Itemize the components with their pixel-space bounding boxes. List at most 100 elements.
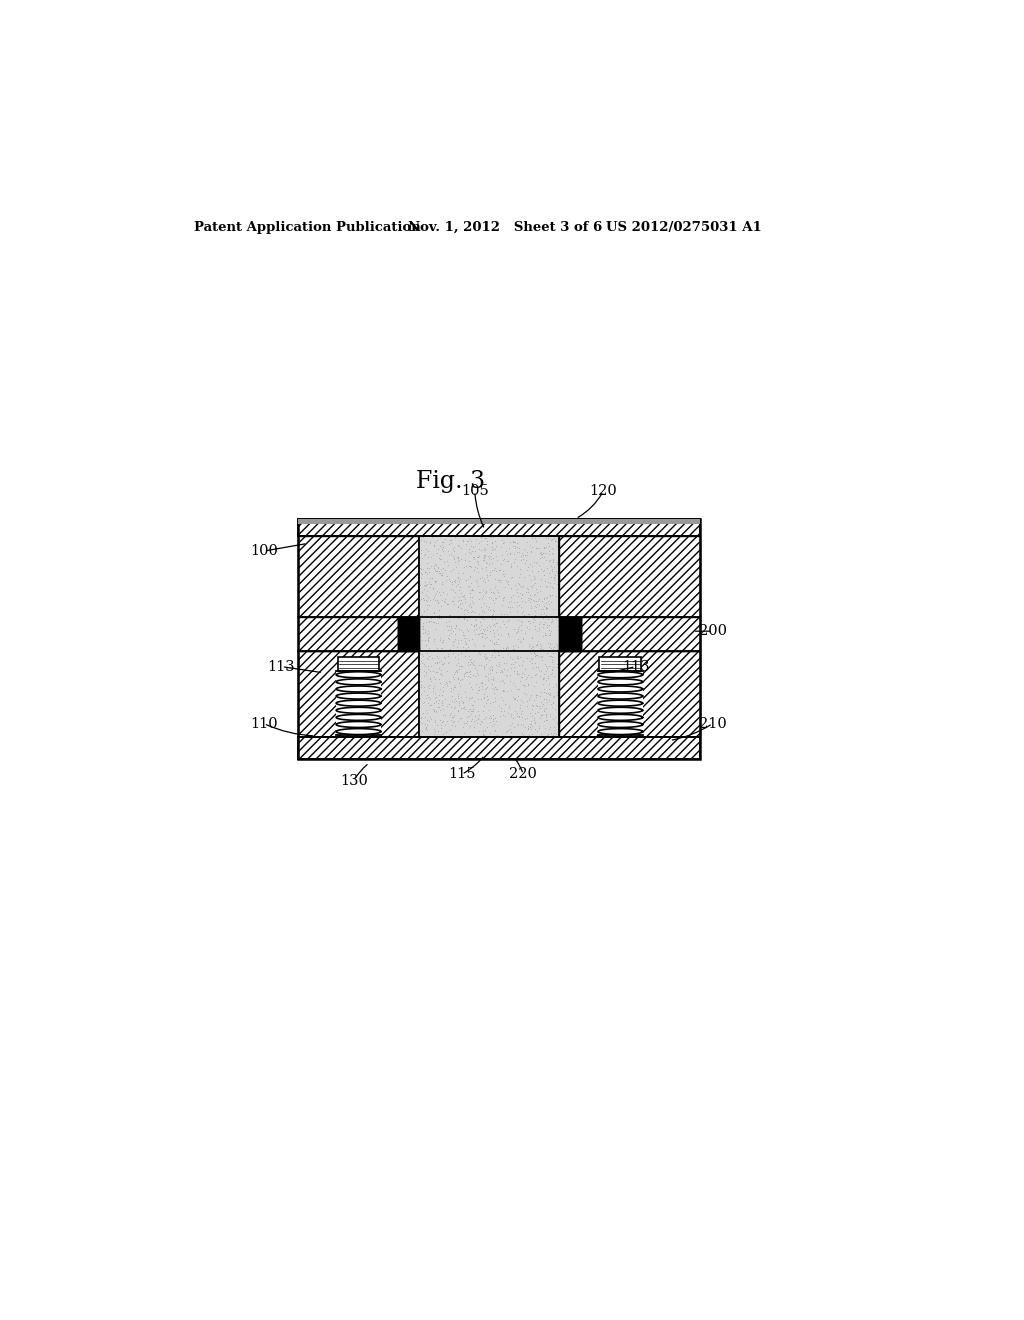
Point	[444, 579, 461, 601]
Point	[452, 569, 468, 590]
Point	[536, 678, 552, 700]
Point	[542, 622, 558, 643]
Point	[414, 564, 430, 585]
Point	[430, 557, 446, 578]
Point	[502, 664, 518, 685]
Point	[412, 642, 428, 663]
Point	[543, 566, 559, 587]
Point	[468, 614, 484, 635]
Point	[541, 536, 557, 557]
Point	[492, 671, 508, 692]
Point	[475, 725, 492, 746]
Point	[481, 616, 498, 638]
Point	[567, 612, 584, 634]
Point	[413, 529, 429, 550]
Point	[557, 636, 573, 657]
Point	[520, 715, 537, 737]
Point	[434, 564, 451, 585]
Point	[492, 661, 508, 682]
Point	[403, 615, 420, 636]
Point	[446, 664, 463, 685]
Point	[505, 531, 521, 552]
Point	[467, 556, 483, 577]
Point	[514, 527, 530, 548]
Point	[476, 609, 493, 630]
Point	[428, 554, 444, 576]
Point	[530, 589, 547, 610]
Point	[542, 585, 558, 606]
Polygon shape	[336, 686, 381, 692]
Point	[480, 667, 497, 688]
Point	[494, 529, 510, 550]
Point	[556, 622, 572, 643]
Point	[445, 548, 462, 569]
Point	[414, 652, 430, 673]
Point	[430, 690, 446, 711]
Point	[451, 597, 467, 618]
Point	[538, 708, 554, 729]
Point	[430, 692, 446, 713]
Point	[457, 645, 473, 667]
Point	[516, 539, 532, 560]
Point	[474, 626, 490, 647]
Point	[492, 655, 508, 676]
Point	[534, 544, 550, 565]
Point	[444, 711, 461, 733]
Point	[483, 531, 500, 552]
Point	[482, 722, 499, 743]
Point	[496, 681, 512, 702]
Point	[471, 532, 487, 553]
Point	[461, 576, 477, 597]
Point	[450, 661, 466, 682]
Point	[462, 594, 478, 615]
Point	[496, 549, 512, 570]
Point	[414, 721, 430, 742]
Point	[524, 577, 541, 598]
Point	[464, 708, 480, 729]
Point	[473, 655, 489, 676]
Point	[475, 593, 492, 614]
Point	[436, 587, 453, 609]
Point	[417, 620, 433, 642]
Point	[415, 612, 431, 634]
Point	[516, 675, 532, 696]
Point	[445, 692, 462, 713]
Point	[515, 576, 531, 597]
Point	[520, 610, 537, 631]
Point	[450, 595, 466, 616]
Point	[510, 713, 526, 734]
Point	[535, 696, 551, 717]
Point	[421, 611, 437, 632]
Point	[461, 689, 477, 710]
Point	[544, 659, 560, 680]
Point	[519, 696, 536, 717]
Point	[421, 686, 437, 708]
Point	[522, 651, 539, 672]
Point	[427, 721, 443, 742]
Point	[489, 725, 506, 746]
Point	[539, 586, 555, 607]
Point	[419, 685, 435, 706]
Point	[477, 539, 494, 560]
Point	[475, 721, 492, 742]
Point	[520, 578, 537, 599]
Point	[522, 713, 539, 734]
Point	[528, 684, 545, 705]
Point	[465, 536, 481, 557]
Point	[447, 552, 464, 573]
Point	[524, 723, 541, 744]
Point	[564, 626, 581, 647]
Point	[464, 628, 480, 649]
Point	[421, 572, 437, 593]
Point	[399, 622, 416, 643]
Point	[539, 605, 555, 626]
Point	[451, 619, 467, 640]
Point	[416, 660, 432, 681]
Point	[509, 645, 525, 667]
Point	[479, 569, 496, 590]
Point	[418, 688, 434, 709]
Point	[456, 585, 472, 606]
Point	[413, 562, 429, 583]
Point	[545, 642, 561, 663]
Point	[503, 586, 519, 607]
